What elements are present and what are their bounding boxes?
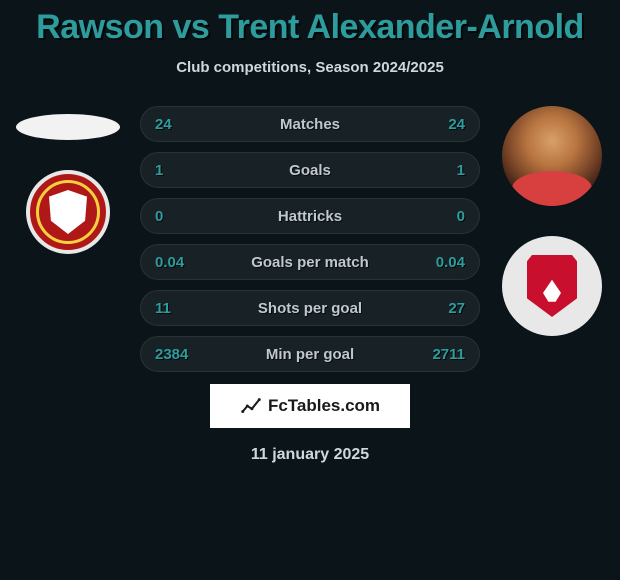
stat-left-value: 24 bbox=[155, 116, 215, 133]
stat-left-value: 1 bbox=[155, 162, 215, 179]
stat-left-value: 2384 bbox=[155, 346, 215, 363]
stats-table: 24 Matches 24 1 Goals 1 0 Hattricks 0 0.… bbox=[140, 106, 480, 372]
stat-right-value: 1 bbox=[405, 162, 465, 179]
left-club-badge bbox=[26, 170, 110, 254]
stat-row: 11 Shots per goal 27 bbox=[140, 290, 480, 326]
stat-right-value: 24 bbox=[405, 116, 465, 133]
stat-row: 0.04 Goals per match 0.04 bbox=[140, 244, 480, 280]
stat-left-value: 0 bbox=[155, 208, 215, 225]
stat-row: 24 Matches 24 bbox=[140, 106, 480, 142]
comparison-area: 24 Matches 24 1 Goals 1 0 Hattricks 0 0.… bbox=[0, 106, 620, 372]
stat-label: Goals per match bbox=[215, 254, 405, 271]
stat-row: 0 Hattricks 0 bbox=[140, 198, 480, 234]
right-player-column bbox=[492, 106, 612, 336]
stat-label: Min per goal bbox=[215, 346, 405, 363]
stat-right-value: 27 bbox=[405, 300, 465, 317]
brand-badge: FcTables.com bbox=[210, 384, 410, 428]
stat-left-value: 0.04 bbox=[155, 254, 215, 271]
page-title: Rawson vs Trent Alexander-Arnold bbox=[0, 0, 620, 47]
stat-label: Shots per goal bbox=[215, 300, 405, 317]
date-label: 11 january 2025 bbox=[0, 446, 620, 464]
left-player-placeholder bbox=[16, 114, 120, 140]
stat-label: Hattricks bbox=[215, 208, 405, 225]
stat-row: 1 Goals 1 bbox=[140, 152, 480, 188]
subtitle: Club competitions, Season 2024/2025 bbox=[0, 59, 620, 76]
stat-right-value: 2711 bbox=[405, 346, 465, 363]
stat-label: Goals bbox=[215, 162, 405, 179]
chart-icon bbox=[240, 395, 262, 417]
stat-row: 2384 Min per goal 2711 bbox=[140, 336, 480, 372]
right-player-photo bbox=[502, 106, 602, 206]
stat-label: Matches bbox=[215, 116, 405, 133]
stat-left-value: 11 bbox=[155, 300, 215, 317]
stat-right-value: 0.04 bbox=[405, 254, 465, 271]
liverbird-icon bbox=[527, 255, 577, 317]
left-player-column bbox=[8, 106, 128, 254]
right-club-badge bbox=[502, 236, 602, 336]
brand-text: FcTables.com bbox=[268, 396, 380, 416]
stat-right-value: 0 bbox=[405, 208, 465, 225]
shield-icon bbox=[49, 190, 87, 234]
